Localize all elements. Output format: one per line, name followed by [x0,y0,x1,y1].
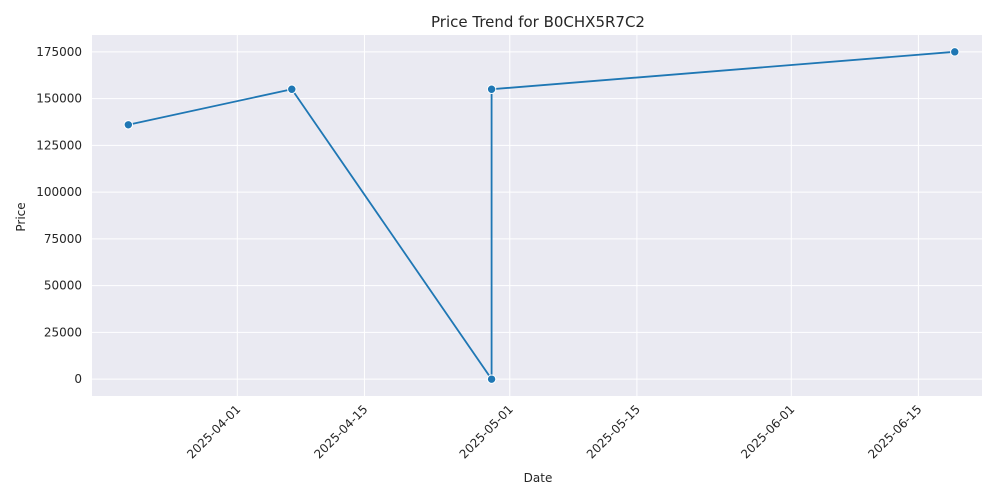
y-tick-label: 100000 [36,185,82,199]
y-tick-label: 150000 [36,92,82,106]
y-tick-label: 25000 [44,325,82,339]
data-point [486,374,497,384]
data-point [123,120,134,130]
x-tick-label: 2025-06-15 [865,402,924,461]
x-axis-label: Date [524,471,553,485]
y-axis-label: Price [14,202,28,231]
chart-title: Price Trend for B0CHX5R7C2 [431,13,645,31]
grid-lines [92,35,982,396]
x-tick-label: 2025-04-01 [184,402,243,461]
y-tick-label: 0 [74,372,82,386]
data-point [950,47,960,57]
y-tick-label: 50000 [44,279,82,293]
data-point [287,84,297,94]
x-tick-label: 2025-05-01 [457,402,516,461]
plot-area [92,35,982,396]
y-tick-label: 175000 [36,45,82,59]
y-tick-label: 75000 [44,232,82,246]
x-tick-label: 2025-04-15 [311,402,370,461]
series-layer [123,47,960,384]
data-point [486,84,497,94]
x-tick-label: 2025-06-01 [738,402,797,461]
y-tick-label: 125000 [36,138,82,152]
x-tick-label: 2025-05-15 [584,402,643,461]
